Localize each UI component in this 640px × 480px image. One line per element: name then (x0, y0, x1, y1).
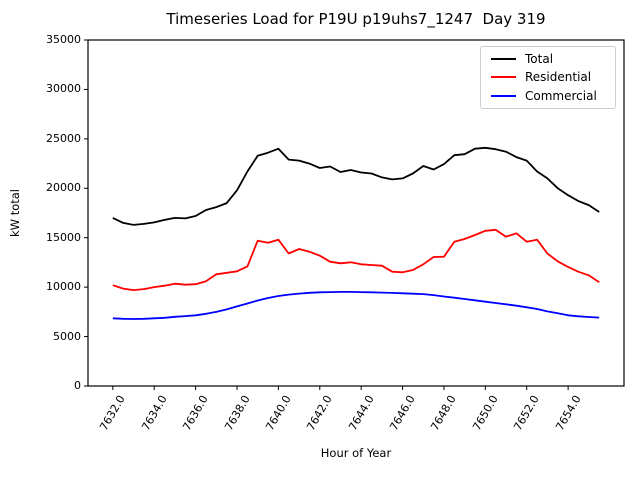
chart-title: Timeseries Load for P19U p19uhs7_1247 Da… (166, 10, 546, 28)
series-line-commercial (112, 290, 600, 320)
legend: Total Residential Commercial (480, 46, 616, 109)
y-tick-label: 35000 (46, 33, 81, 46)
axis-ticks (84, 39, 569, 390)
legend-entry-commercial: Commercial (481, 89, 615, 103)
legend-label-commercial: Commercial (525, 88, 597, 103)
legend-entry-residential: Residential (481, 70, 615, 84)
y-tick-label: 20000 (46, 181, 81, 195)
legend-label-total: Total (525, 52, 554, 67)
y-tick-label: 0 (74, 379, 81, 392)
series-line-total (112, 146, 600, 226)
y-tick-label: 10000 (46, 280, 81, 294)
legend-label-residential: Residential (525, 70, 592, 85)
y-tick-label: 25000 (46, 131, 81, 145)
y-tick-label: 15000 (46, 230, 81, 244)
y-tick-label: 5000 (53, 329, 81, 343)
legend-line-total-icon (491, 58, 516, 61)
plot-frame (87, 39, 625, 387)
legend-line-commercial-icon (491, 94, 516, 97)
legend-line-residential-icon (491, 76, 516, 79)
y-tick-label: 30000 (46, 82, 81, 96)
series-line-residential (112, 228, 600, 292)
x-axis-label: Hour of Year (320, 446, 392, 460)
legend-entry-total: Total (481, 52, 615, 66)
